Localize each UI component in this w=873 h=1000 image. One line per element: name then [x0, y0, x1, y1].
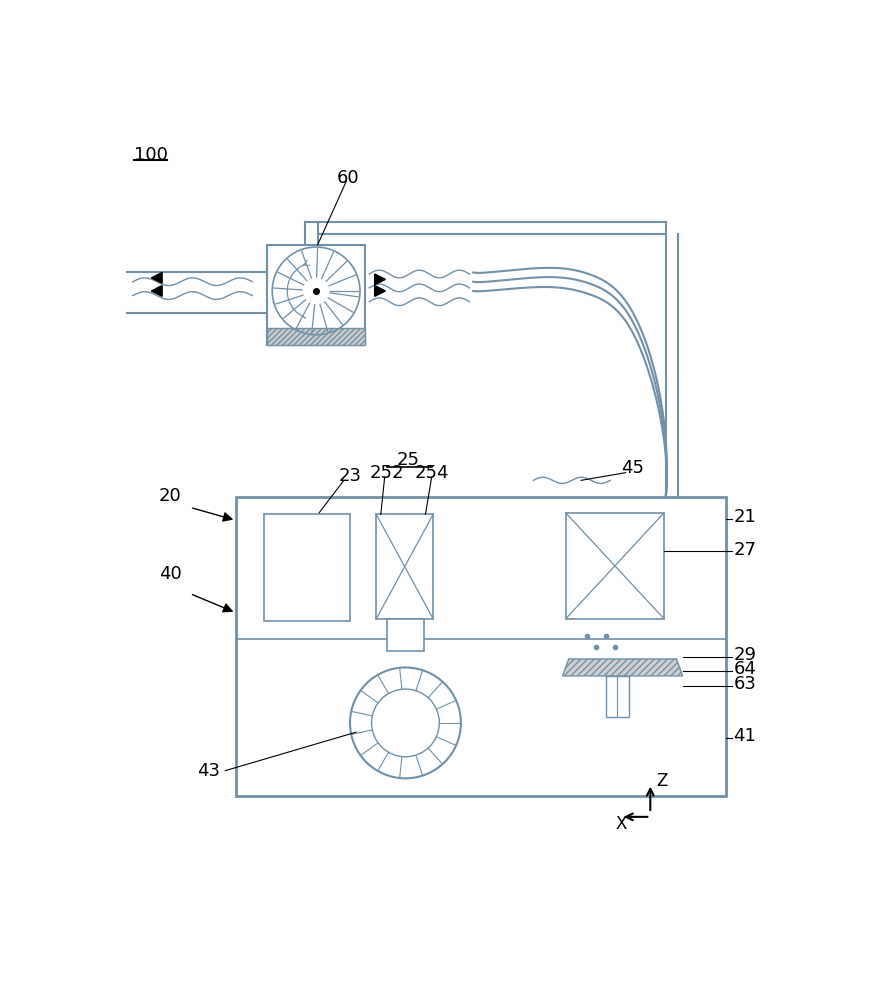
Text: Z: Z: [656, 772, 668, 790]
Text: 60: 60: [337, 169, 360, 187]
Bar: [376, 514, 433, 619]
Bar: [607, 676, 629, 717]
Polygon shape: [562, 659, 683, 676]
Text: 63: 63: [733, 675, 756, 693]
Bar: [387, 619, 424, 651]
Text: 25: 25: [397, 451, 420, 469]
Bar: [566, 513, 664, 619]
Text: 27: 27: [733, 541, 757, 559]
Text: 64: 64: [733, 660, 756, 678]
Text: X: X: [615, 815, 627, 833]
Text: 20: 20: [159, 487, 182, 505]
Bar: [267, 328, 366, 345]
Polygon shape: [151, 272, 162, 283]
Text: 40: 40: [159, 565, 182, 583]
Text: 100: 100: [134, 146, 168, 164]
Bar: [264, 514, 350, 620]
Polygon shape: [375, 286, 385, 296]
Polygon shape: [375, 274, 385, 285]
Bar: [267, 245, 366, 345]
Text: 254: 254: [415, 464, 449, 482]
Text: 41: 41: [733, 727, 756, 745]
Text: 29: 29: [733, 646, 757, 664]
Text: 43: 43: [197, 762, 221, 780]
Text: 23: 23: [339, 467, 361, 485]
Polygon shape: [151, 286, 162, 296]
Text: 21: 21: [733, 508, 756, 526]
Bar: [236, 497, 725, 796]
Text: 252: 252: [370, 464, 404, 482]
Text: 45: 45: [621, 459, 644, 477]
